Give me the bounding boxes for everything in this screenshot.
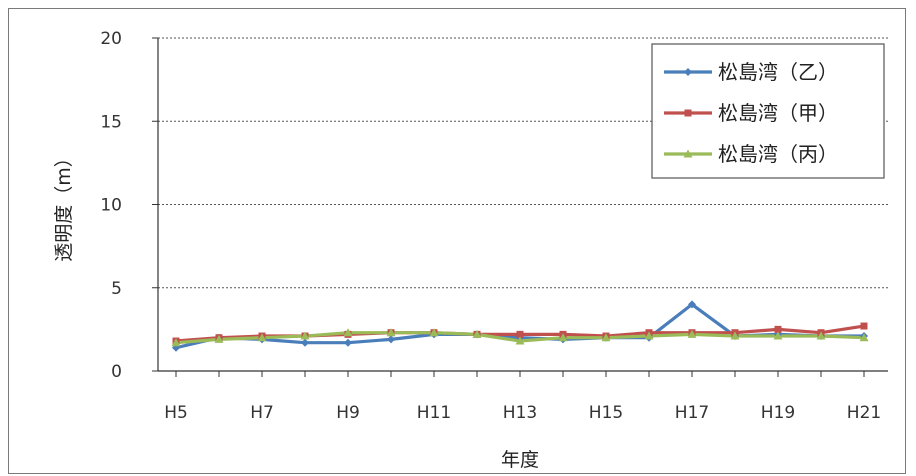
- data-point-s2-H21: [860, 322, 868, 330]
- data-point-s3-H15: [601, 333, 611, 342]
- legend-marker-1: [684, 68, 692, 76]
- y-tick-label-5: 5: [111, 279, 122, 299]
- data-point-s3-H17: [687, 329, 697, 338]
- x-tick-label-H17: H17: [675, 403, 709, 423]
- y-tick-label-0: 0: [111, 362, 122, 382]
- legend-marker-2: [684, 109, 692, 117]
- x-axis-title: 年度: [501, 449, 539, 471]
- data-point-s3-H8: [300, 331, 310, 340]
- data-point-s3-H16: [644, 331, 654, 340]
- data-point-s3-H5: [171, 338, 181, 347]
- x-tick-label-H13: H13: [503, 403, 537, 423]
- y-tick-labels: 0 5 10 15 20: [100, 29, 122, 382]
- series-markers: [171, 300, 869, 352]
- grid-lines: [158, 37, 888, 289]
- data-point-s3-H10: [386, 328, 396, 337]
- y-axis-title: 透明度（m）: [53, 148, 75, 262]
- legend-label-1: 松島湾（乙）: [718, 60, 838, 84]
- axes: [152, 37, 888, 377]
- data-point-s3-H11: [429, 328, 439, 337]
- data-point-s3-H14: [558, 333, 568, 342]
- y-tick-label-10: 10: [100, 196, 122, 216]
- x-tick-label-H5: H5: [164, 403, 188, 423]
- data-point-s3-H18: [730, 331, 740, 340]
- data-point-s1-H17: [688, 300, 696, 309]
- data-point-s1-H8: [301, 338, 309, 347]
- x-tick-labels: H5 H7 H9 H11 H13 H15 H17 H19 H21: [164, 403, 881, 423]
- x-tick-label-H19: H19: [761, 403, 795, 423]
- data-point-s3-H20: [816, 331, 826, 340]
- data-point-s1-H9: [344, 338, 352, 347]
- x-tick-label-H7: H7: [250, 403, 274, 423]
- x-tick-label-H21: H21: [847, 403, 881, 423]
- data-point-s1-H10: [387, 335, 395, 344]
- data-point-s3-H21: [859, 333, 869, 342]
- y-tick-label-20: 20: [100, 29, 122, 49]
- data-point-s3-H12: [472, 329, 482, 338]
- data-point-s3-H19: [773, 331, 783, 340]
- y-tick-label-15: 15: [100, 112, 122, 132]
- data-point-s3-H7: [257, 333, 267, 342]
- legend-marker-3: [683, 149, 693, 158]
- data-point-s2-H13: [516, 330, 524, 338]
- data-point-s2-H19: [774, 325, 782, 333]
- legend: 松島湾（乙） 松島湾（甲） 松島湾（丙）: [651, 43, 885, 179]
- x-tick-label-H9: H9: [336, 403, 360, 423]
- legend-label-2: 松島湾（甲）: [718, 101, 838, 125]
- x-tick-label-H15: H15: [589, 403, 623, 423]
- data-point-s3-H13: [515, 336, 525, 345]
- x-tick-label-H11: H11: [417, 403, 451, 423]
- data-point-s3-H9: [343, 328, 353, 337]
- legend-label-3: 松島湾（丙）: [718, 142, 838, 166]
- data-point-s3-H6: [214, 334, 224, 343]
